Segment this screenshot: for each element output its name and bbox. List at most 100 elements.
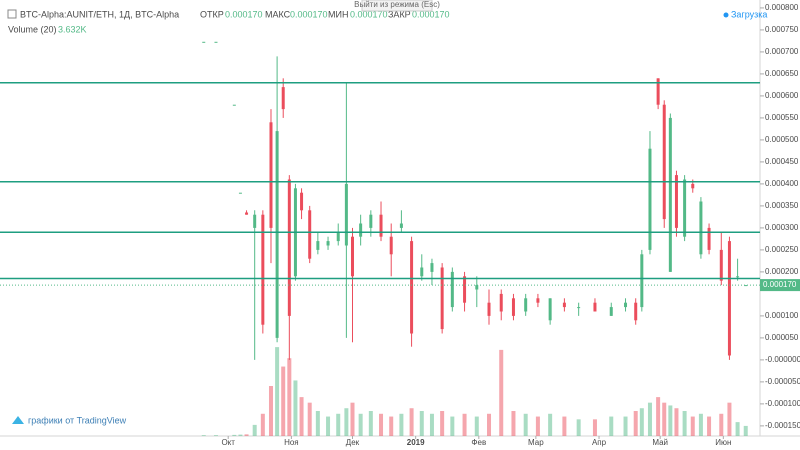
volume-bar — [244, 434, 249, 436]
volume-bar — [213, 435, 218, 436]
volume-bar — [307, 402, 312, 436]
volume-bar — [727, 402, 732, 436]
last-price-label: 0.000170 — [763, 280, 797, 289]
volume-bar — [379, 413, 384, 436]
y-tick-label: 0.000700 — [765, 47, 799, 56]
volume-bar — [674, 408, 679, 436]
candle-body — [674, 175, 678, 228]
y-tick-label: -0.000100 — [765, 399, 800, 408]
volume-bar — [707, 416, 712, 436]
candle-body — [691, 183, 695, 189]
candle-body — [548, 298, 552, 321]
logo-icon — [12, 416, 24, 424]
y-tick-label: 0.000200 — [765, 267, 799, 276]
candle-body — [359, 223, 363, 237]
volume-bar — [350, 402, 355, 436]
volume-bar — [535, 416, 540, 436]
candle-body — [440, 267, 444, 330]
candle-body — [336, 232, 340, 242]
volume-bar — [287, 358, 292, 436]
y-tick-label: 0.000750 — [765, 25, 799, 34]
candle-body — [475, 285, 479, 290]
x-tick-label: Дек — [346, 438, 360, 447]
tooltip-box — [361, 0, 433, 12]
candle-body — [624, 302, 628, 308]
candle-body — [350, 236, 354, 277]
collapse-icon[interactable] — [7, 9, 17, 19]
candle-body — [707, 227, 711, 250]
candle-body — [593, 302, 597, 312]
volume-bar — [252, 424, 257, 436]
candle-body — [719, 249, 723, 281]
x-tick-label: Апр — [592, 438, 607, 447]
open-value: 0.000170 — [225, 9, 263, 19]
high-label: МАКС — [265, 9, 291, 19]
volume-bar — [419, 411, 424, 436]
volume-bar — [326, 416, 331, 436]
candle-body — [668, 117, 672, 272]
candle-body — [662, 104, 666, 220]
candle-body — [577, 307, 581, 309]
volume-bar — [315, 411, 320, 436]
volume-bar — [201, 435, 206, 436]
candle-body — [450, 271, 454, 308]
volume-bar — [548, 413, 553, 436]
candle-body — [269, 122, 273, 228]
volume-bar — [719, 413, 724, 436]
candle-body — [287, 179, 291, 316]
volume-bar — [639, 408, 644, 436]
candle-body — [463, 276, 467, 303]
open-label: ОТКР — [200, 9, 224, 19]
candle-body — [245, 212, 249, 215]
close-label: ЗАКР — [388, 9, 411, 19]
volume-bar — [743, 425, 748, 436]
y-tick-label: 0.000600 — [765, 91, 799, 100]
volume-bar — [344, 408, 349, 436]
candle-body — [648, 148, 652, 250]
candle-body — [410, 241, 414, 334]
candle-body — [524, 298, 528, 312]
y-tick-label: 0.000500 — [765, 135, 799, 144]
y-tick-label: -0.000050 — [765, 377, 800, 386]
candle-body — [487, 302, 491, 316]
volume-bar — [399, 413, 404, 436]
logo-text[interactable]: графики от TradingView — [28, 415, 127, 425]
y-tick-label: 0.000450 — [765, 157, 799, 166]
volume-bar — [358, 413, 363, 436]
volume-bar — [668, 405, 673, 436]
candle-body — [232, 104, 236, 106]
candle-body — [389, 236, 393, 255]
volume-bar — [268, 386, 273, 436]
low-value: 0.000170 — [350, 9, 388, 19]
volume-bar — [523, 413, 528, 436]
candle-body — [511, 298, 515, 316]
volume-bar — [499, 349, 504, 436]
y-tick-label: 0.000650 — [765, 69, 799, 78]
symbol: BTC-Alpha:AUNIT/ETH, 1Д, BTC-Alpha — [20, 9, 179, 19]
candle-body — [536, 298, 540, 303]
volume-bar — [440, 411, 445, 436]
plot — [0, 41, 760, 436]
candle-body — [326, 241, 330, 246]
volume-bar — [336, 413, 341, 436]
close-value: 0.000170 — [412, 9, 450, 19]
volume-bar — [260, 413, 265, 436]
candle-body — [399, 223, 403, 228]
volume-bar — [682, 411, 687, 436]
y-tick-label: 0.000550 — [765, 113, 799, 122]
candle-body — [430, 263, 434, 272]
candle-body — [634, 302, 638, 321]
volume-bar — [429, 413, 434, 436]
x-tick-label: Мар — [528, 438, 544, 447]
volume-label: Volume (20) — [8, 24, 57, 34]
x-tick-label: 2019 — [407, 438, 425, 447]
volume-bar — [299, 397, 304, 436]
candle-body — [420, 267, 424, 277]
candle-body — [275, 131, 279, 338]
y-tick-label: -0.000150 — [765, 421, 800, 430]
last-price-box — [760, 279, 800, 292]
volume-bar — [511, 411, 516, 436]
candle-body — [281, 87, 285, 110]
